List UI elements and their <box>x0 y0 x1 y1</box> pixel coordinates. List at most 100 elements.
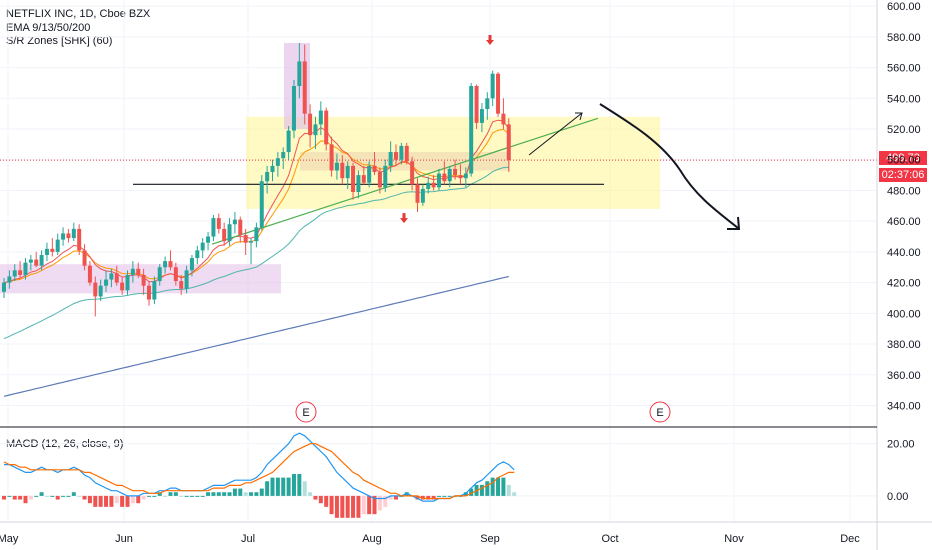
candle-body <box>265 172 270 182</box>
candle-body <box>496 73 501 114</box>
macd-hist-bar <box>308 492 313 496</box>
macd-hist-bar <box>302 481 307 496</box>
macd-hist-bar <box>125 495 130 507</box>
candle-body <box>77 228 82 251</box>
candle-body <box>367 165 372 183</box>
candle-body <box>146 285 151 300</box>
candle-body <box>12 270 17 277</box>
last-price-badge: 499.73 <box>879 151 927 165</box>
candle-body <box>356 175 361 192</box>
macd-histogram <box>2 473 517 518</box>
macd-hist-bar <box>168 492 173 496</box>
macd-hist-bar <box>66 495 71 497</box>
x-tick-label: Sep <box>480 533 500 545</box>
macd-hist-bar <box>431 495 436 500</box>
candle-body <box>426 182 431 189</box>
macd-hist-bar <box>479 484 484 496</box>
chart-legend: NETFLIX INC, 1D, Cboe BZX EMA 9/13/50/20… <box>6 8 150 49</box>
macd-hist-bar <box>501 477 506 496</box>
macd-hist-bar <box>334 495 339 518</box>
y-tick-label: 540.00 <box>887 93 921 105</box>
candle-body <box>275 158 280 166</box>
macd-hist-bar <box>383 495 388 507</box>
projection-curve-arrowhead <box>727 216 741 230</box>
candle-body <box>216 218 221 229</box>
macd-hist-bar <box>44 495 49 497</box>
macd-hist-bar <box>120 495 125 507</box>
candle-body <box>415 184 420 203</box>
y-tick-label: 400.00 <box>887 308 921 320</box>
macd-hist-bar <box>496 477 501 496</box>
macd-hist-bar <box>415 495 420 500</box>
macd-hist-bar <box>77 495 82 497</box>
candle-body <box>324 110 329 145</box>
candle-body <box>168 261 173 268</box>
macd-hist-bar <box>7 495 12 497</box>
macd-hist-bar <box>249 492 254 496</box>
projection-curve-down <box>599 103 739 229</box>
candle-body <box>501 113 506 125</box>
macd-hist-bar <box>163 495 168 497</box>
macd-hist-bar <box>206 492 211 496</box>
candle-body <box>82 250 87 266</box>
trendline <box>211 117 599 245</box>
macd-hist-bar <box>109 495 114 507</box>
macd-hist-bar <box>345 495 350 518</box>
candle-body <box>222 228 227 242</box>
candle-body <box>453 168 458 176</box>
macd-hist-bar <box>270 477 275 496</box>
macd-hist-bar <box>222 492 227 496</box>
signal-arrow-down <box>400 213 408 224</box>
macd-line <box>4 432 515 502</box>
candle-body <box>232 219 237 225</box>
candle-body <box>249 241 254 243</box>
macd-y-tick-label: 0.00 <box>887 491 908 503</box>
ema-legend: EMA 9/13/50/200 <box>6 21 91 34</box>
macd-hist-bar <box>55 495 60 500</box>
macd-hist-bar <box>152 495 157 497</box>
candle-body <box>431 182 436 188</box>
candle-body <box>345 165 350 179</box>
macd-hist-bar <box>281 477 286 496</box>
macd-hist-bar <box>50 495 55 497</box>
macd-hist-bar <box>71 492 76 496</box>
macd-hist-bar <box>28 495 33 500</box>
y-tick-label: 480.00 <box>887 185 921 197</box>
candle-body <box>436 173 441 188</box>
candle-body <box>195 250 200 259</box>
candle-body <box>243 235 248 243</box>
macd-hist-bar <box>275 477 280 496</box>
candle-body <box>469 86 474 174</box>
macd-hist-bar <box>130 495 135 504</box>
macd-hist-bar <box>463 492 468 496</box>
sr-legend: S/R Zones [SHK] (60) <box>6 35 113 47</box>
candle-body <box>458 175 463 179</box>
candle-body <box>329 144 334 171</box>
candle-body <box>173 267 178 282</box>
candle-body <box>399 145 404 160</box>
macd-hist-bar <box>179 495 184 497</box>
y-tick-label: 520.00 <box>887 124 921 136</box>
macd-hist-bar <box>173 492 178 496</box>
y-tick-label: 360.00 <box>887 370 921 382</box>
candle-body <box>39 254 44 266</box>
candle-body <box>479 109 484 123</box>
candle-body <box>308 113 313 136</box>
candles <box>2 43 511 317</box>
macd-hist-bar <box>93 495 98 507</box>
y-tick-label: 440.00 <box>887 247 921 259</box>
y-tick-label: 500.00 <box>887 155 921 167</box>
macd-hist-bar <box>372 495 377 515</box>
macd-hist-bar <box>23 495 28 504</box>
macd-hist-bar <box>104 495 109 507</box>
macd-hist-bar <box>469 488 474 496</box>
macd-hist-bar <box>404 492 409 496</box>
grid <box>0 0 877 522</box>
candle-body <box>351 165 356 192</box>
macd-hist-bar <box>189 495 194 497</box>
macd-hist-bar <box>265 481 270 496</box>
candle-body <box>34 259 39 266</box>
candle-body <box>157 267 162 282</box>
macd-hist-bar <box>356 495 361 518</box>
